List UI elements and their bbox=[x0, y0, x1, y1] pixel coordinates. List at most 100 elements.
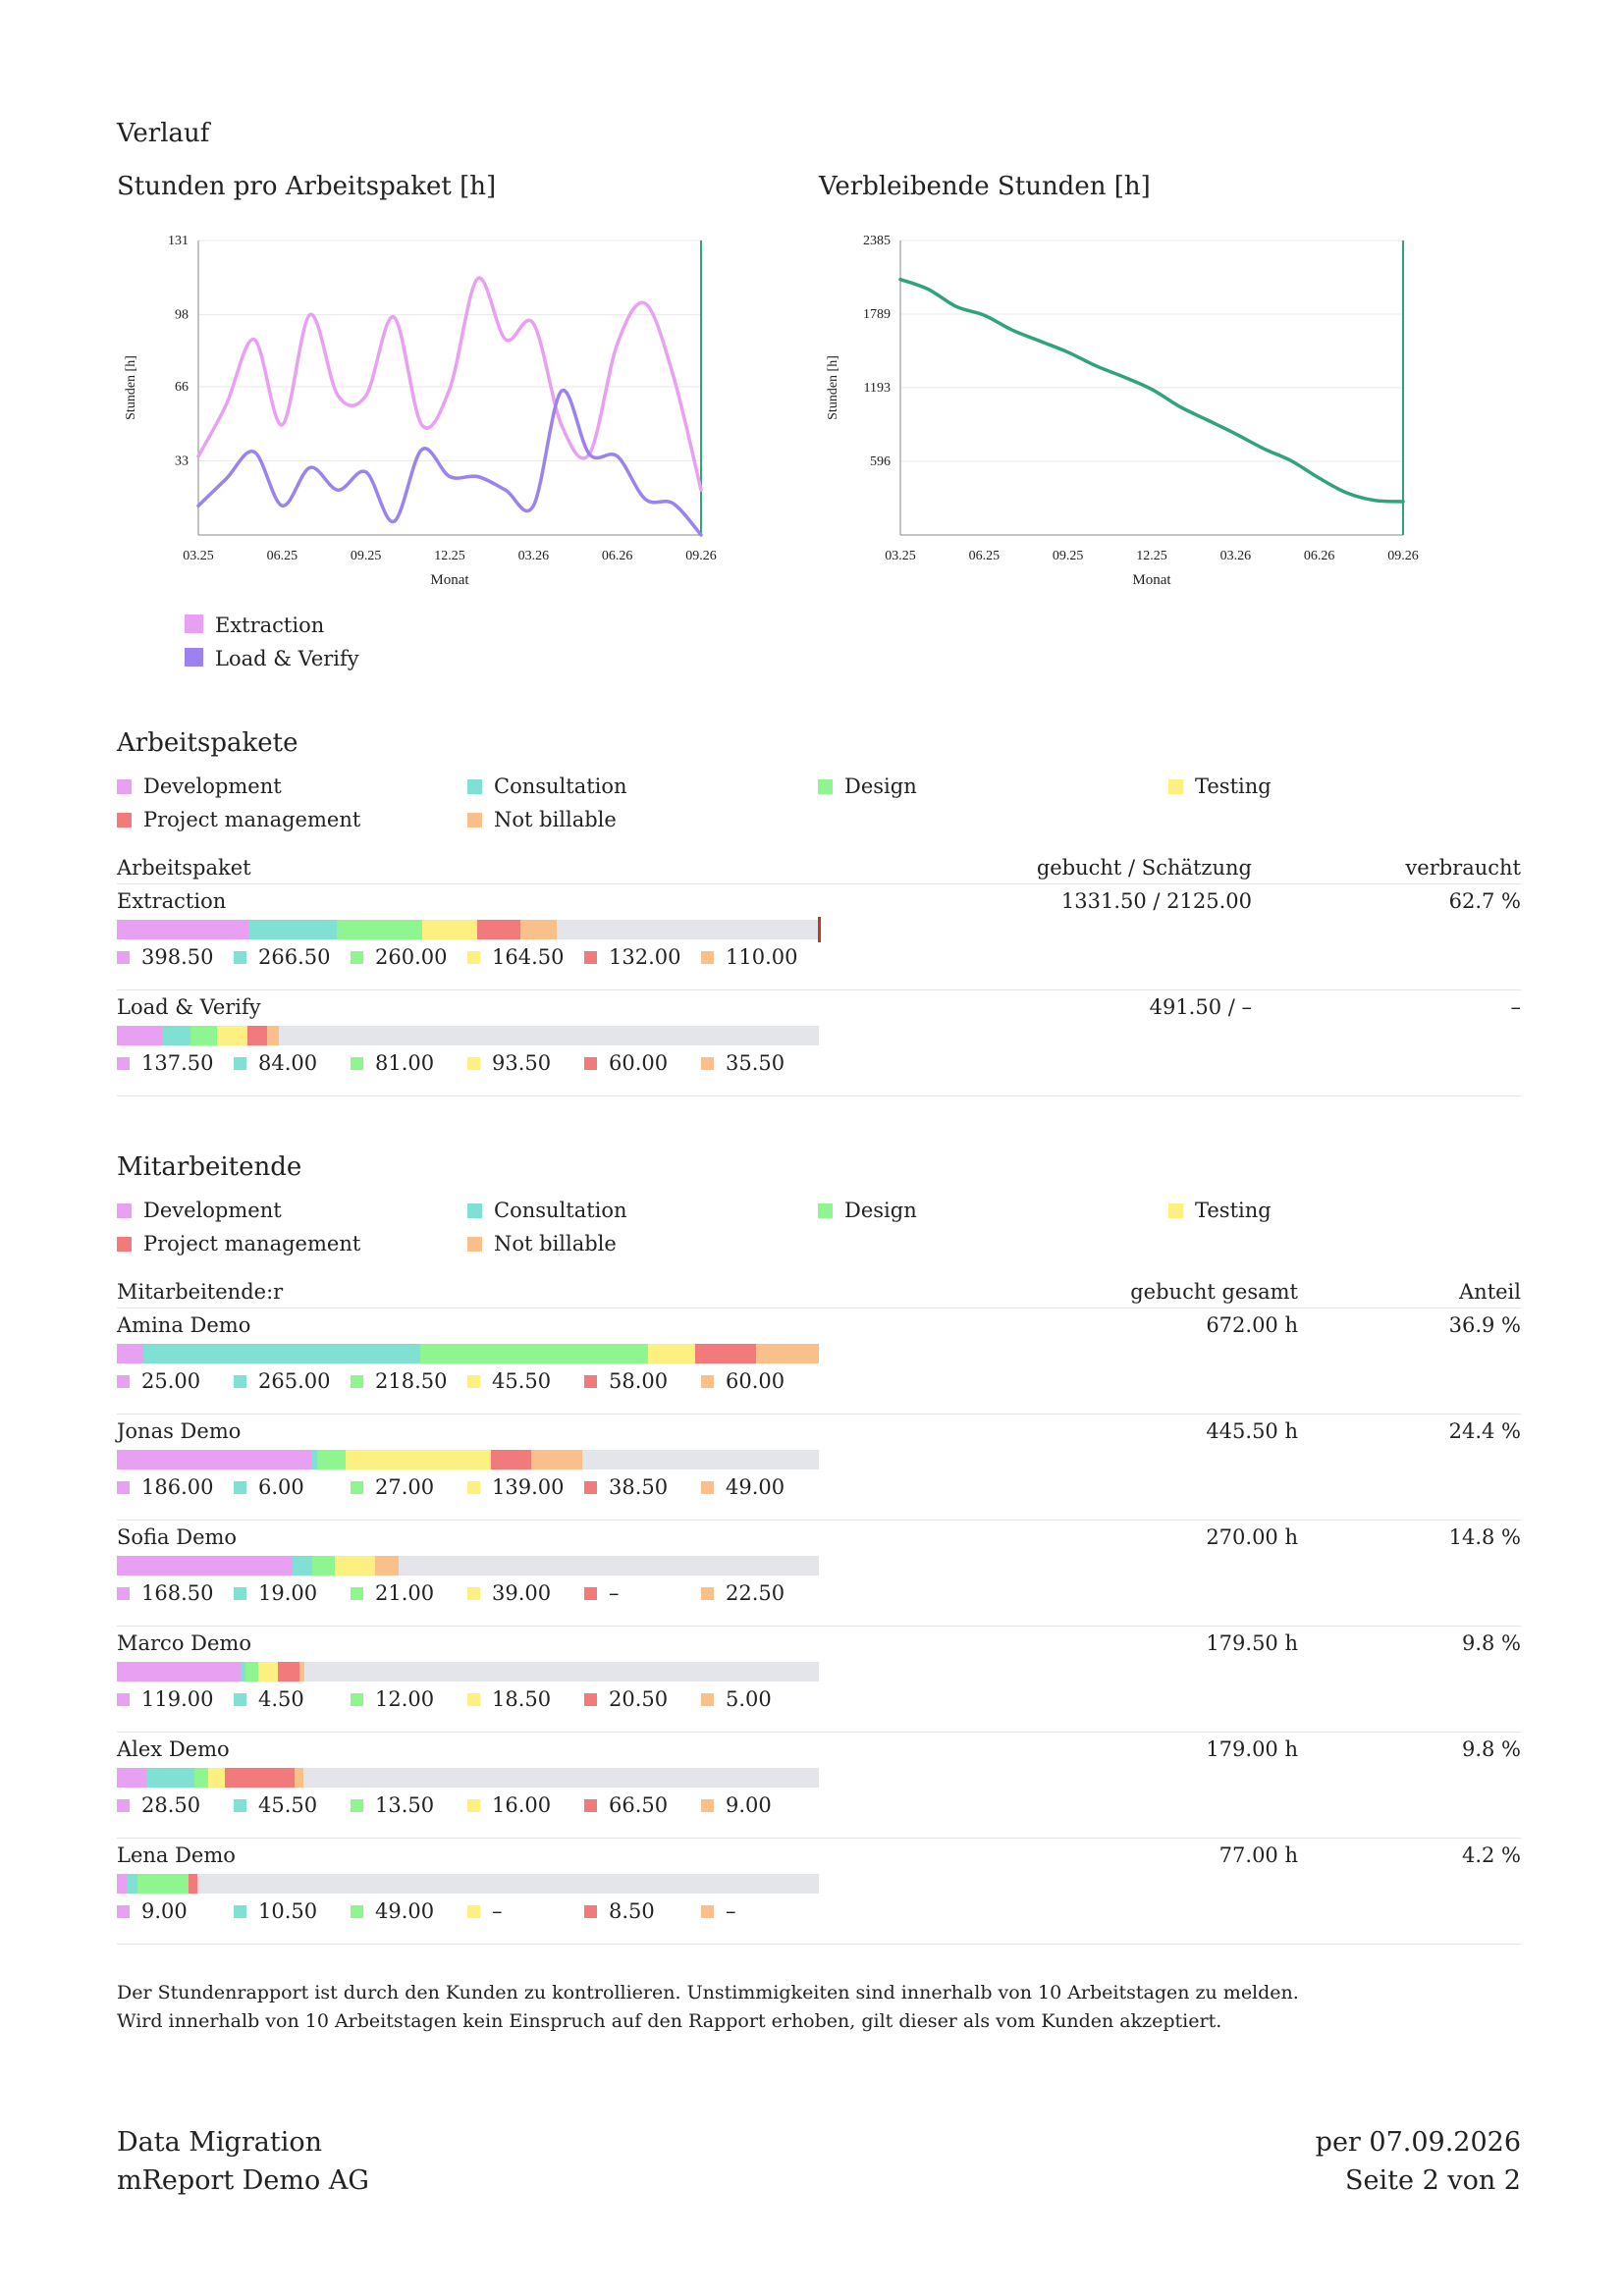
bar-segment bbox=[208, 1768, 226, 1788]
row-share: 62.7 % bbox=[1448, 889, 1521, 913]
category-value: 398.50 bbox=[117, 945, 213, 969]
legend-item: Project management bbox=[117, 1232, 360, 1255]
bar-segment bbox=[117, 1450, 311, 1469]
category-value-text: 260.00 bbox=[375, 945, 448, 969]
category-value: 260.00 bbox=[351, 945, 447, 969]
legend-swatch bbox=[467, 1237, 482, 1252]
category-swatch bbox=[351, 951, 363, 964]
row-booked: 445.50 h bbox=[1206, 1419, 1298, 1443]
legend-item: Consultation bbox=[467, 1199, 627, 1222]
footer-date: per 07.09.2026 bbox=[1315, 2127, 1521, 2158]
category-values: 137.50 84.00 81.00 93.50 60.00 35.50 bbox=[117, 1051, 863, 1077]
category-value: 49.00 bbox=[351, 1899, 434, 1923]
category-swatch bbox=[351, 1799, 363, 1812]
row-share: 24.4 % bbox=[1448, 1419, 1521, 1443]
category-value: 139.00 bbox=[467, 1475, 564, 1499]
row-name: Amina Demo bbox=[117, 1313, 251, 1337]
table-row: Jonas Demo 445.50 h 24.4 % 186.00 6.00 27.00 1… bbox=[117, 1415, 1521, 1521]
category-values: 28.50 45.50 13.50 16.00 66.50 9.00 bbox=[117, 1793, 863, 1819]
mitarbeitende-heading: Mitarbeitende bbox=[117, 1152, 302, 1182]
category-swatch bbox=[234, 1905, 246, 1918]
category-value: 22.50 bbox=[701, 1581, 785, 1605]
table-header: Mitarbeitende:r gebucht gesamt Anteil bbox=[117, 1274, 1521, 1308]
category-swatch bbox=[584, 1057, 597, 1070]
legend-swatch bbox=[185, 614, 203, 633]
category-value-text: 27.00 bbox=[375, 1475, 435, 1499]
bar-segment bbox=[117, 1344, 143, 1363]
legend-label: Extraction bbox=[215, 614, 325, 637]
chart2-title: Verbleibende Stunden [h] bbox=[819, 172, 1151, 201]
legend-label: Testing bbox=[1195, 1199, 1272, 1222]
col-arbeitspaket: Arbeitspaket bbox=[117, 856, 251, 880]
bar-segment bbox=[490, 1450, 531, 1469]
legend-label: Testing bbox=[1195, 774, 1272, 798]
legend-label: Development bbox=[143, 1199, 282, 1222]
legend-item: Project management bbox=[117, 808, 360, 831]
y-tick-label: 596 bbox=[870, 454, 891, 469]
category-value: 49.00 bbox=[701, 1475, 785, 1499]
table-row: Amina Demo 672.00 h 36.9 % 25.00 265.00 218.5… bbox=[117, 1308, 1521, 1415]
category-swatch bbox=[117, 1587, 130, 1600]
chart1-legend-load-verify: Load & Verify bbox=[185, 647, 359, 670]
category-value-text: 13.50 bbox=[375, 1793, 435, 1817]
category-value-text: 22.50 bbox=[726, 1581, 785, 1605]
table-row: Lena Demo 77.00 h 4.2 % 9.00 10.50 49.00 – 8.50… bbox=[117, 1839, 1521, 1945]
row-name: Sofia Demo bbox=[117, 1525, 238, 1549]
bar-segment bbox=[189, 1026, 217, 1045]
category-swatch bbox=[117, 1375, 130, 1388]
bar-segment bbox=[248, 920, 337, 939]
x-axis-label: Monat bbox=[430, 572, 469, 588]
x-tick-label: 12.25 bbox=[1136, 549, 1167, 563]
footnote: Der Stundenrapport ist durch den Kunden … bbox=[117, 1979, 1299, 2036]
x-tick-label: 09.25 bbox=[351, 549, 382, 563]
x-tick-label: 03.26 bbox=[1220, 549, 1252, 563]
bar-segment bbox=[336, 920, 423, 939]
legend-swatch bbox=[467, 1203, 482, 1218]
table-row: Load & Verify 491.50 / – – 137.50 84.00 81.00… bbox=[117, 990, 1521, 1096]
category-value-text: 132.00 bbox=[609, 945, 681, 969]
stacked-bar bbox=[117, 1344, 819, 1363]
arbeitspakete-heading: Arbeitspakete bbox=[117, 728, 298, 758]
category-values: 398.50 266.50 260.00 164.50 132.00 110.00 bbox=[117, 945, 863, 971]
category-value: 60.00 bbox=[701, 1369, 785, 1393]
bar-segment bbox=[298, 1662, 304, 1682]
category-value-text: 60.00 bbox=[609, 1051, 669, 1075]
legend-item: Development bbox=[117, 774, 282, 798]
bar-segment bbox=[117, 1662, 242, 1682]
stacked-bar bbox=[117, 1874, 819, 1894]
row-name: Alex Demo bbox=[117, 1737, 230, 1761]
category-swatch bbox=[234, 1481, 246, 1494]
category-swatch bbox=[467, 1375, 480, 1388]
category-values: 25.00 265.00 218.50 45.50 58.00 60.00 bbox=[117, 1369, 863, 1395]
category-swatch bbox=[701, 1587, 714, 1600]
category-swatch bbox=[467, 1905, 480, 1918]
bar-segment bbox=[117, 1556, 294, 1575]
category-value: – bbox=[701, 1899, 736, 1923]
y-tick-label: 33 bbox=[175, 454, 189, 468]
category-swatch bbox=[117, 1693, 130, 1706]
mitarbeitende-table: Mitarbeitende:r gebucht gesamt Anteil Am… bbox=[117, 1274, 1521, 1945]
footer-page: Seite 2 von 2 bbox=[1345, 2165, 1521, 2196]
bar-segment bbox=[648, 1344, 696, 1363]
bar-segment bbox=[317, 1450, 346, 1469]
category-value-text: 81.00 bbox=[375, 1051, 435, 1075]
y-tick-label: 2385 bbox=[863, 234, 891, 248]
category-value-text: 110.00 bbox=[726, 945, 798, 969]
bar-segment bbox=[258, 1662, 278, 1682]
bar-segment bbox=[375, 1556, 400, 1575]
bar-segment bbox=[294, 1768, 304, 1788]
category-swatch bbox=[584, 951, 597, 964]
legend-label: Project management bbox=[143, 1232, 361, 1255]
category-value-text: 265.00 bbox=[258, 1369, 331, 1393]
x-tick-label: 03.25 bbox=[183, 549, 214, 563]
arbeitspakete-category-legend: Development Consultation Design Testing Proj… bbox=[117, 774, 1472, 841]
category-value-text: – bbox=[492, 1899, 503, 1923]
category-value-text: 119.00 bbox=[141, 1687, 214, 1711]
bar-segment bbox=[241, 1662, 246, 1682]
category-value: 16.00 bbox=[467, 1793, 551, 1817]
bar-segment bbox=[345, 1450, 491, 1469]
category-value: 45.50 bbox=[234, 1793, 317, 1817]
bar-segment bbox=[126, 1874, 137, 1894]
category-value-text: 137.50 bbox=[141, 1051, 214, 1075]
x-tick-label: 03.26 bbox=[518, 549, 550, 563]
